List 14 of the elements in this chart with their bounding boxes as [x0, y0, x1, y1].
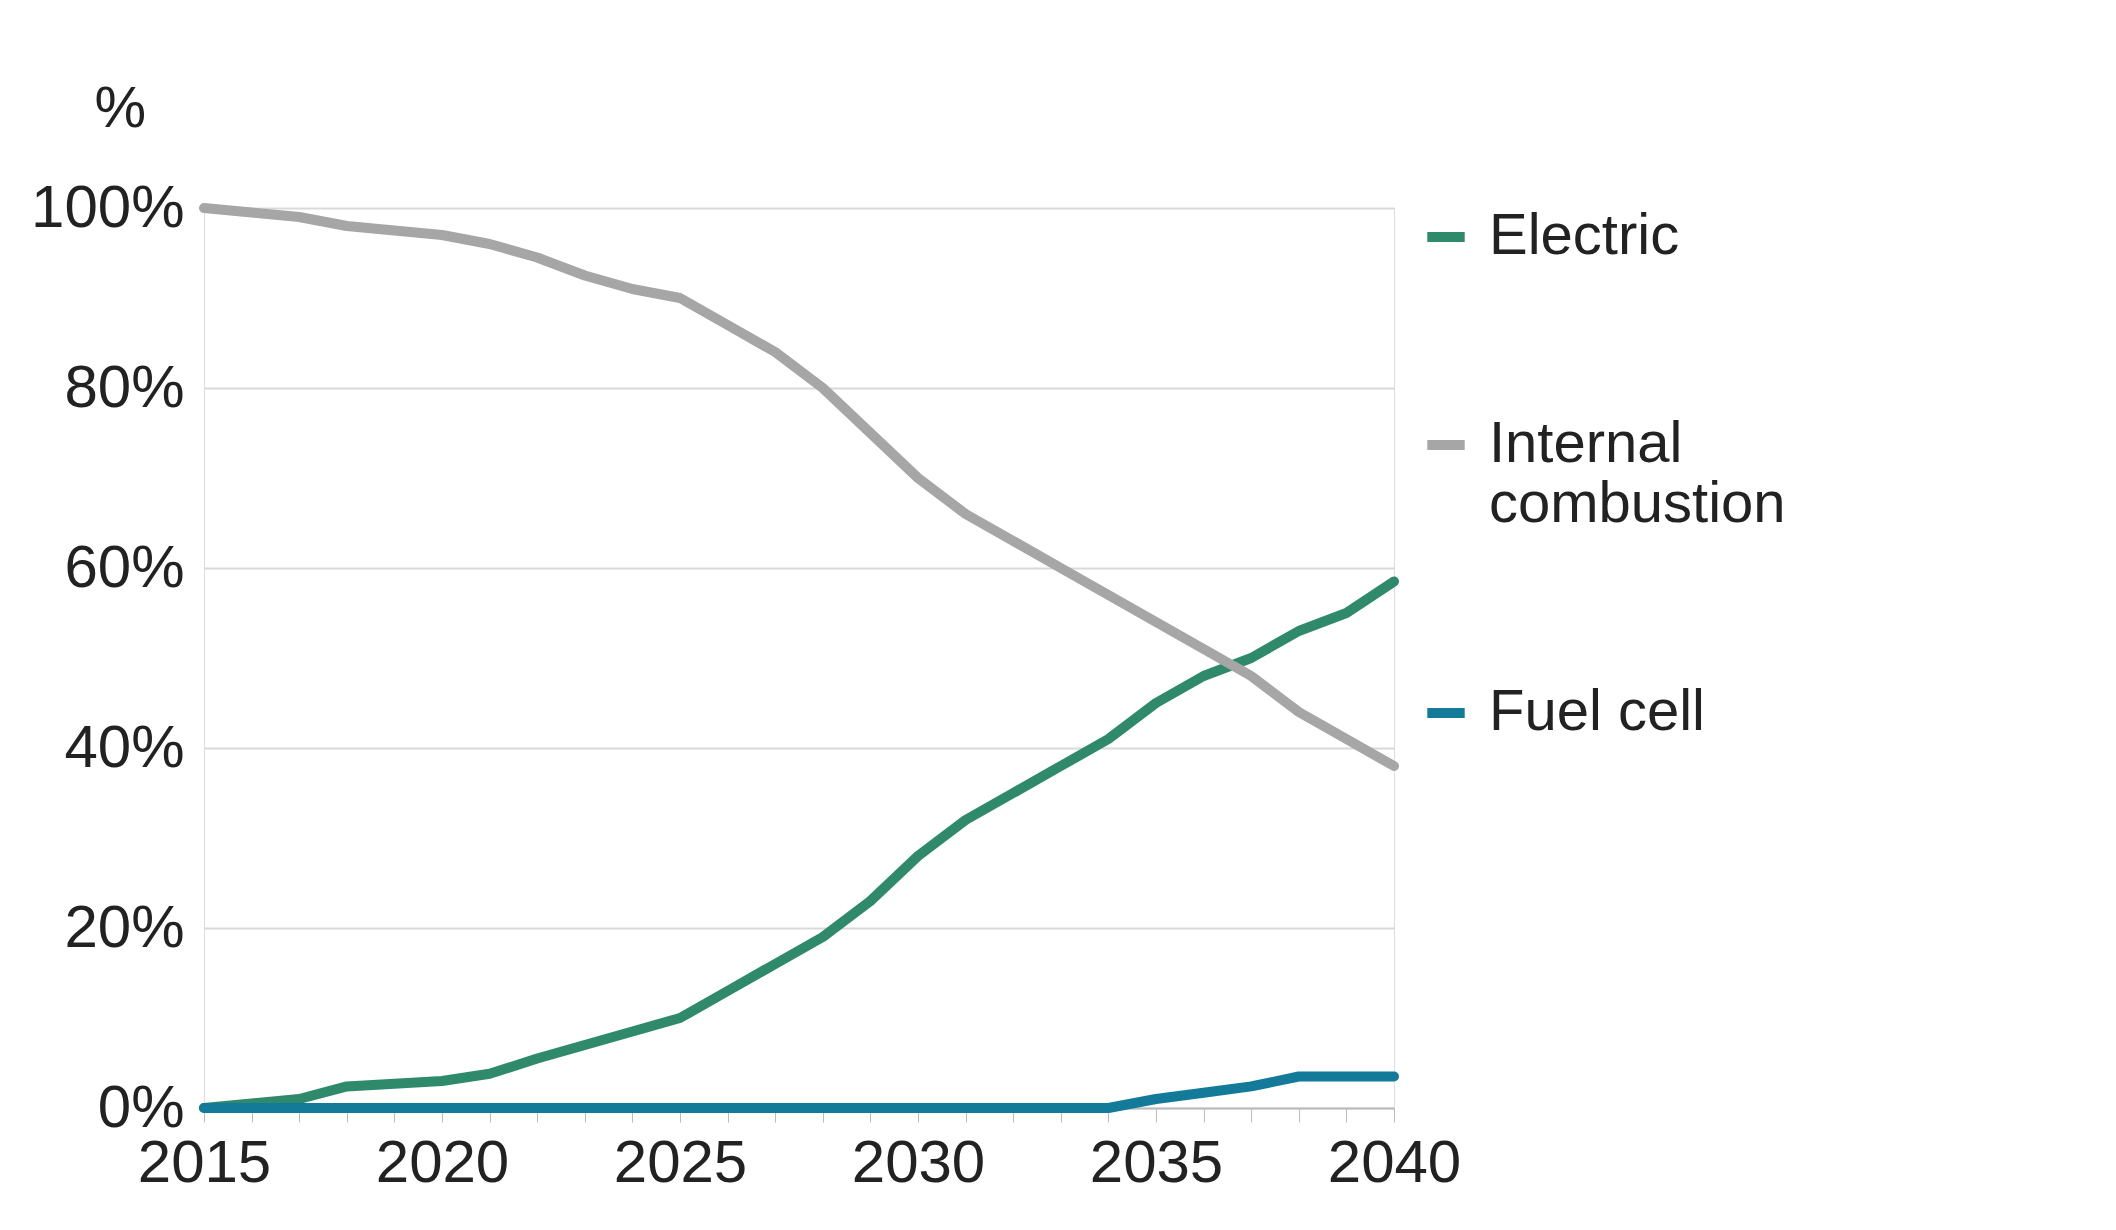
legend-label: Fuel cell	[1489, 677, 1705, 742]
x-tick-label: 2040	[1327, 1127, 1462, 1195]
y-axis-title: %	[94, 73, 147, 139]
y-tick-label: 20%	[64, 892, 185, 960]
legend-label: Internal combustion	[1489, 409, 1786, 534]
x-tick-label: 2020	[375, 1127, 510, 1195]
legend-label: Electric	[1489, 201, 1680, 266]
y-tick-label: 100%	[31, 172, 185, 240]
x-tick-label: 2035	[1089, 1127, 1224, 1195]
x-tick-label: 2030	[851, 1127, 986, 1195]
y-tick-label: 80%	[64, 352, 185, 420]
y-tick-label: 40%	[64, 712, 185, 780]
y-tick-label: 60%	[64, 532, 185, 600]
x-tick-label: 2025	[613, 1127, 748, 1195]
